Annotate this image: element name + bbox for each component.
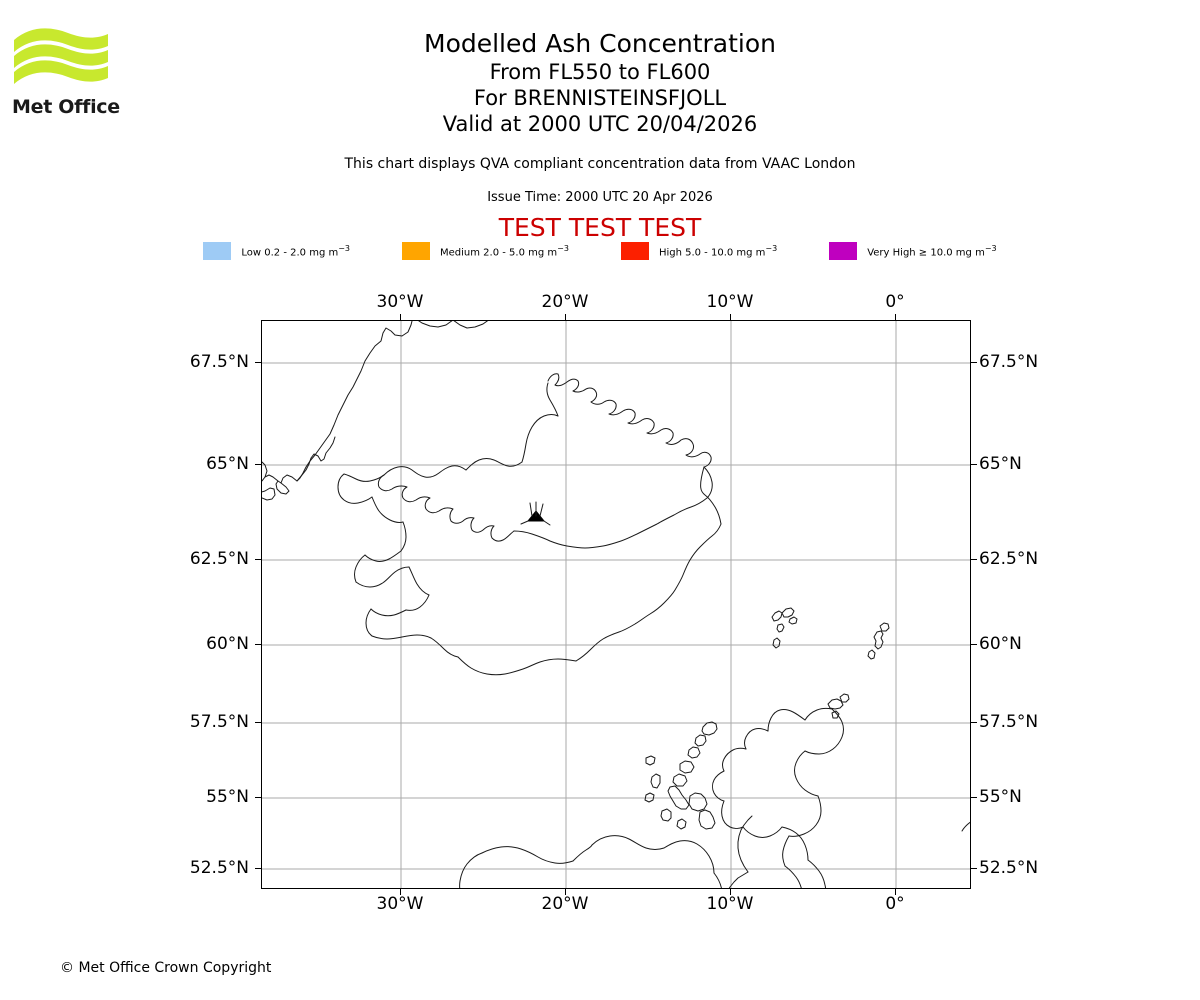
test-banner: TEST TEST TEST — [498, 213, 702, 242]
title-valid-time: Valid at 2000 UTC 20/04/2026 — [442, 112, 758, 136]
lat-label-right-57-5n: 57.5°N — [979, 712, 1039, 732]
lat-label-right-52-5n: 52.5°N — [979, 858, 1039, 878]
lat-label-left-52-5n: 52.5°N — [189, 858, 249, 878]
copyright-notice: © Met Office Crown Copyright — [60, 960, 272, 976]
lat-label-right-67-5n: 67.5°N — [979, 352, 1039, 372]
ash-concentration-map[interactable]: 30°W 20°W 10°W 0° 30°W 20°W 10°W 0° 67.5… — [190, 292, 1038, 914]
lat-label-right-65n: 65°N — [979, 454, 1022, 474]
lat-tick-left-0 — [255, 362, 261, 363]
lat-tick-left-6 — [255, 868, 261, 869]
lat-label-right-60n: 60°N — [979, 634, 1022, 654]
lat-tick-right-5 — [971, 797, 977, 798]
map-plot-area[interactable] — [261, 320, 971, 889]
lon-tick-top-0 — [400, 314, 401, 320]
lon-label-bottom-10w: 10°W — [706, 894, 754, 914]
lat-tick-right-0 — [971, 362, 977, 363]
lat-tick-left-3 — [255, 644, 261, 645]
coastline-orkney — [827, 693, 850, 719]
coastline-faroe-islands — [771, 607, 798, 649]
title-volcano-name: For BRENNISTEINSFJOLL — [473, 86, 727, 110]
lon-tick-bottom-1 — [565, 889, 566, 895]
longitude-gridlines — [400, 321, 897, 888]
page-title: Modelled Ash Concentration — [424, 29, 776, 58]
lat-tick-right-3 — [971, 644, 977, 645]
lat-label-right-62-5n: 62.5°N — [979, 549, 1039, 569]
lat-tick-right-6 — [971, 868, 977, 869]
lon-tick-top-3 — [895, 314, 896, 320]
lon-tick-top-2 — [730, 314, 731, 320]
chart-title-block: Modelled Ash Concentration From FL550 to… — [0, 28, 1200, 137]
lat-label-left-62-5n: 62.5°N — [189, 549, 249, 569]
lat-tick-right-2 — [971, 559, 977, 560]
lat-tick-right-1 — [971, 464, 977, 465]
legend-swatch-low — [203, 242, 232, 260]
legend-item-high: High 5.0 - 10.0 mg m−3 — [620, 242, 829, 260]
lon-tick-bottom-0 — [400, 889, 401, 895]
qva-disclaimer: This chart displays QVA compliant concen… — [344, 156, 856, 172]
legend-swatch-medium — [402, 242, 431, 260]
lat-tick-left-4 — [255, 722, 261, 723]
met-office-wave-mark — [14, 28, 108, 84]
lon-label-top-0: 0° — [885, 292, 905, 312]
legend-item-very-high: Very High ≥ 10.0 mg m−3 — [829, 242, 997, 260]
title-flight-levels: From FL550 to FL600 — [489, 60, 711, 84]
coastline-hebrides — [644, 721, 718, 830]
lat-label-left-67-5n: 67.5°N — [189, 352, 249, 372]
lat-label-left-55n: 55°N — [206, 787, 249, 807]
lon-label-top-20w: 20°W — [541, 292, 589, 312]
coastline-ireland — [459, 835, 722, 888]
map-graphics — [262, 321, 970, 888]
volcano-marker-icon[interactable] — [520, 501, 551, 526]
latitude-gridlines — [262, 362, 970, 870]
lon-label-top-10w: 10°W — [706, 292, 754, 312]
lon-label-bottom-0: 0° — [885, 894, 905, 914]
legend-label-medium: Medium 2.0 - 5.0 mg m−3 — [440, 243, 569, 259]
lat-tick-right-4 — [971, 722, 977, 723]
lat-label-left-65n: 65°N — [206, 454, 249, 474]
lat-tick-left-2 — [255, 559, 261, 560]
legend-swatch-high — [620, 242, 649, 260]
concentration-legend: Low 0.2 - 2.0 mg m−3 Medium 2.0 - 5.0 mg… — [0, 242, 1200, 260]
legend-label-high: High 5.0 - 10.0 mg m−3 — [658, 243, 778, 259]
coastline-great-britain — [712, 707, 844, 888]
legend-item-low: Low 0.2 - 2.0 mg m−3 — [203, 242, 402, 260]
lon-tick-bottom-2 — [730, 889, 731, 895]
coastline-norway-fragment — [961, 821, 970, 832]
legend-label-low: Low 0.2 - 2.0 mg m−3 — [241, 243, 351, 259]
coastline-shetland — [867, 622, 890, 660]
issue-time-label: Issue Time: 2000 UTC 20 Apr 2026 — [487, 190, 713, 205]
lat-label-left-57-5n: 57.5°N — [189, 712, 249, 732]
coastline-greenland — [262, 321, 489, 501]
lon-label-top-30w: 30°W — [376, 292, 424, 312]
met-office-wordmark: Met Office — [12, 96, 120, 118]
lat-label-left-60n: 60°N — [206, 634, 249, 654]
legend-label-very-high: Very High ≥ 10.0 mg m−3 — [867, 243, 997, 259]
legend-item-medium: Medium 2.0 - 5.0 mg m−3 — [402, 242, 621, 260]
coastline-iceland — [337, 373, 722, 676]
lon-tick-top-1 — [565, 314, 566, 320]
lon-tick-bottom-3 — [895, 889, 896, 895]
lon-label-bottom-20w: 20°W — [541, 894, 589, 914]
lon-label-bottom-30w: 30°W — [376, 894, 424, 914]
lat-tick-left-1 — [255, 464, 261, 465]
lat-tick-left-5 — [255, 797, 261, 798]
met-office-logo: Met Office — [12, 24, 122, 119]
lat-label-right-55n: 55°N — [979, 787, 1022, 807]
legend-swatch-very-high — [829, 242, 858, 260]
